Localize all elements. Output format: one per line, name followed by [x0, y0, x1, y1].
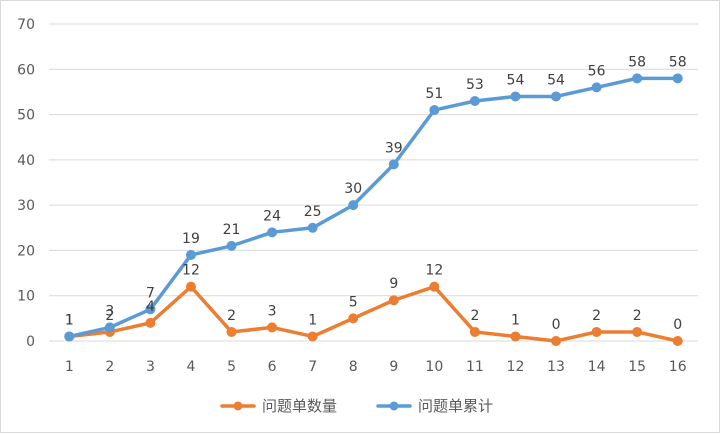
data-point-s1	[510, 331, 521, 342]
data-label-s2: 53	[466, 77, 484, 93]
y-tick-label: 40	[17, 153, 35, 169]
data-point-s1	[226, 326, 237, 337]
data-point-s2	[307, 222, 318, 233]
data-label-s2: 7	[146, 285, 155, 301]
data-label-s1: 2	[633, 308, 642, 324]
data-point-s2	[672, 73, 683, 84]
x-tick-label: 11	[466, 359, 484, 375]
y-tick-label: 60	[17, 62, 35, 78]
data-point-s2	[388, 159, 399, 170]
data-label-s2: 39	[385, 140, 403, 156]
data-label-s1: 1	[308, 312, 317, 328]
y-tick-label: 70	[17, 17, 35, 33]
data-point-s2	[632, 73, 643, 84]
data-label-s1: 12	[182, 263, 200, 279]
data-label-s1: 0	[552, 317, 561, 333]
data-label-s1: 2	[592, 308, 601, 324]
data-point-s1	[267, 322, 278, 333]
data-point-s2	[145, 304, 156, 315]
series-line-2	[67, 76, 680, 339]
data-point-s1	[632, 326, 643, 337]
x-tick-label: 13	[547, 359, 565, 375]
y-tick-label: 50	[17, 108, 35, 124]
data-label-s1: 0	[673, 317, 682, 333]
data-label-s1: 2	[227, 308, 236, 324]
data-point-s1	[469, 326, 480, 337]
data-label-s1: 1	[65, 312, 74, 328]
legend-label-2: 问题单累计	[418, 397, 493, 415]
data-label-s1: 12	[425, 263, 443, 279]
data-point-s2	[469, 95, 480, 106]
series-line-1	[67, 284, 680, 343]
data-point-s1	[307, 331, 318, 342]
data-label-s1: 9	[389, 276, 398, 292]
data-label-s2: 3	[105, 303, 114, 319]
x-tick-label: 8	[349, 359, 358, 375]
data-label-s1: 2	[470, 308, 479, 324]
data-label-s2: 30	[344, 181, 362, 197]
x-tick-label: 5	[227, 359, 236, 375]
data-label-s2: 21	[223, 222, 241, 238]
data-label-s1: 3	[268, 303, 277, 319]
data-point-s2	[226, 240, 237, 251]
data-point-s2	[429, 105, 440, 116]
x-tick-label: 1	[65, 359, 74, 375]
x-tick-label: 16	[669, 359, 687, 375]
data-label-s2: 58	[628, 54, 646, 70]
data-label-s2: 19	[182, 231, 200, 247]
data-point-s2	[348, 200, 359, 211]
legend-marker-1	[233, 401, 243, 411]
y-tick-label: 20	[17, 243, 35, 259]
y-tick-label: 0	[26, 334, 35, 350]
legend-label-1: 问题单数量	[262, 397, 337, 415]
x-tick-label: 15	[628, 359, 646, 375]
data-point-s1	[185, 281, 196, 292]
x-tick-label: 9	[389, 359, 398, 375]
x-tick-label: 12	[507, 359, 525, 375]
data-label-s2: 54	[547, 72, 565, 88]
data-label-s2: 51	[425, 86, 443, 102]
legend-marker-2	[389, 401, 399, 411]
data-point-s1	[429, 281, 440, 292]
data-label-s2: 56	[588, 63, 606, 79]
x-tick-label: 2	[105, 359, 114, 375]
data-point-s2	[591, 82, 602, 93]
data-point-s2	[510, 91, 521, 102]
x-tick-label: 4	[187, 359, 196, 375]
data-label-s1: 1	[511, 312, 520, 328]
data-point-s2	[185, 249, 196, 260]
data-label-s1: 5	[349, 294, 358, 310]
data-label-s2: 58	[669, 54, 687, 70]
data-label-s2: 54	[507, 72, 525, 88]
x-tick-label: 10	[425, 359, 443, 375]
data-point-s2	[104, 322, 115, 333]
x-tick-label: 7	[308, 359, 317, 375]
data-label-s1: 2	[105, 308, 114, 324]
y-tick-label: 10	[17, 289, 35, 305]
x-tick-label: 3	[146, 359, 155, 375]
x-tick-label: 6	[268, 359, 277, 375]
data-point-s2	[551, 91, 562, 102]
data-point-s1	[388, 295, 399, 306]
y-tick-label: 30	[17, 198, 35, 214]
data-label-s2: 1	[65, 312, 74, 328]
data-point-s2	[64, 331, 75, 342]
data-point-s1	[551, 336, 562, 346]
data-label-s2: 24	[263, 208, 281, 224]
data-point-s1	[348, 313, 359, 324]
data-point-s2	[267, 227, 278, 238]
data-point-s1	[591, 326, 602, 337]
x-tick-label: 14	[588, 359, 606, 375]
data-label-s1: 4	[146, 299, 155, 315]
data-point-s1	[145, 317, 156, 328]
data-label-s2: 25	[304, 204, 322, 220]
data-point-s1	[672, 336, 683, 346]
